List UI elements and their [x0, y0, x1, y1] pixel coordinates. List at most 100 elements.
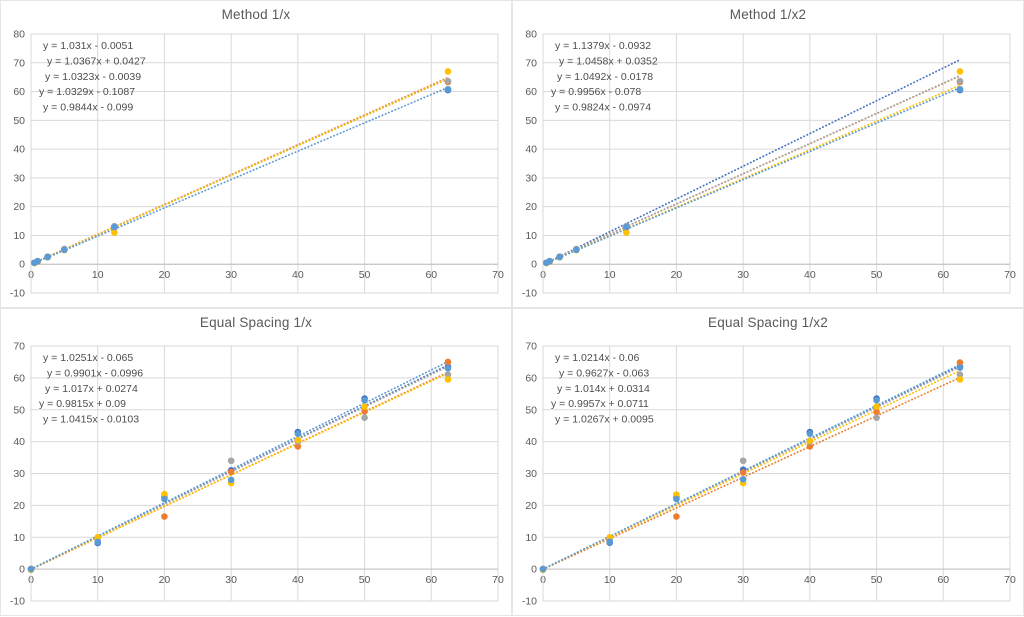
chart-title: Method 1/x — [221, 7, 291, 22]
trendline-equation: y = 1.0458x + 0.0352 — [559, 55, 658, 67]
data-point-light_blue — [27, 565, 35, 573]
x-axis-tick-label: 50 — [871, 269, 883, 281]
trendline-equation: y = 1.0415x - 0.0103 — [43, 414, 139, 426]
trendline-light_blue — [542, 363, 961, 570]
y-axis-tick-label: -10 — [10, 596, 25, 608]
data-point-orange — [873, 408, 880, 416]
data-point-light_blue — [606, 538, 614, 546]
data-point-light_blue — [739, 475, 747, 483]
chart-panel-method-1x2: -10 0 10 20 30 40 50 60 70 80 0 10 20 30 40 50 60 70 y = 1… — [512, 0, 1024, 308]
data-point-yellow — [444, 376, 452, 383]
x-axis-tick-label: 40 — [804, 574, 816, 586]
y-axis-tick-label: 30 — [525, 172, 537, 184]
x-axis-tick-label: 60 — [937, 574, 949, 586]
plot-area-border — [542, 33, 1011, 294]
y-axis-tick-label: -10 — [10, 288, 25, 300]
trendline-gray — [545, 74, 961, 264]
trendline-equation: y = 1.0267x + 0.0095 — [555, 414, 654, 426]
data-point-yellow — [956, 376, 964, 383]
x-axis-tick-label: 30 — [225, 574, 237, 586]
trendline-equation: y = 1.017x + 0.0274 — [45, 383, 138, 395]
data-point-light_blue — [573, 246, 580, 254]
plot-area-border — [30, 345, 499, 602]
trendline-equation: y = 0.9824x - 0.0974 — [555, 102, 651, 114]
data-point-orange — [294, 443, 302, 450]
data-point-gray — [739, 457, 747, 465]
data-point-gray — [956, 77, 964, 85]
y-axis-tick-label: 0 — [531, 564, 537, 576]
chart-title: Equal Spacing 1/x2 — [708, 315, 828, 330]
data-point-orange — [161, 513, 168, 520]
data-point-light_blue — [34, 258, 41, 265]
data-point-gray — [361, 414, 368, 422]
data-point-light_blue — [673, 495, 680, 503]
y-axis-tick-label: 20 — [525, 201, 537, 213]
y-axis-tick-label: -10 — [522, 596, 537, 608]
y-axis-tick-label: 30 — [525, 468, 537, 480]
data-point-light_blue — [956, 85, 964, 93]
y-axis-tick-label: 40 — [13, 144, 25, 156]
data-point-yellow — [161, 490, 168, 498]
trendline-equation: y = 1.0329x - 0.1087 — [39, 86, 135, 98]
y-axis-tick-label: 0 — [19, 259, 25, 271]
chart-panel-equal-spacing-1x: -10 0 10 20 30 40 50 60 70 0 10 20 30 40 50 60 70 y = 1.0… — [0, 308, 512, 616]
y-axis-tick-label: 10 — [13, 230, 25, 242]
data-point-light_blue — [44, 253, 51, 261]
trendline-light_blue — [30, 360, 449, 571]
chart-panel-equal-spacing-1x2: -10 0 10 20 30 40 50 60 70 0 10 20 30 40 50 60 70 y = 1.0… — [512, 308, 1024, 616]
y-axis-tick-label: 0 — [531, 259, 537, 271]
data-point-orange — [956, 359, 964, 366]
x-axis-tick-label: 60 — [425, 574, 437, 586]
data-point-yellow — [111, 229, 118, 236]
data-point-orange — [673, 513, 680, 520]
x-axis-tick-label: 20 — [159, 574, 171, 586]
x-axis-tick-label: 20 — [159, 269, 171, 281]
trendline-equation: y = 1.0367x + 0.0427 — [47, 55, 146, 67]
data-point-yellow — [623, 229, 630, 236]
trendline-equation: y = 0.9627x - 0.063 — [559, 367, 649, 379]
y-axis-tick-label: 70 — [525, 341, 537, 353]
x-axis-tick-label: 10 — [92, 574, 104, 586]
y-axis-tick-label: 0 — [19, 564, 25, 576]
y-axis-tick-label: 60 — [525, 372, 537, 384]
data-point-orange — [227, 468, 235, 476]
data-point-orange — [444, 358, 452, 366]
data-point-gray — [444, 371, 452, 378]
data-point-gray — [227, 457, 235, 465]
data-point-yellow — [361, 403, 368, 410]
x-axis-tick-label: 10 — [92, 269, 104, 281]
data-point-light_blue — [294, 430, 302, 437]
y-axis-tick-label: 60 — [13, 372, 25, 384]
x-axis-tick-label: 30 — [737, 574, 749, 586]
data-point-yellow — [94, 533, 102, 541]
data-point-light_blue — [161, 495, 168, 503]
data-point-gray — [444, 77, 452, 85]
y-axis-tick-label: 70 — [13, 57, 25, 69]
data-point-light_blue — [806, 430, 814, 437]
trendline-equation: y = 0.9844x - 0.099 — [43, 102, 133, 114]
x-axis-tick-label: 30 — [225, 269, 237, 281]
x-axis-tick-label: 40 — [292, 574, 304, 586]
y-axis-tick-label: 20 — [13, 201, 25, 213]
x-axis-tick-label: 50 — [871, 574, 883, 586]
trendline-yellow — [33, 77, 449, 264]
x-axis-tick-label: 50 — [359, 574, 371, 586]
x-axis-tick-label: 40 — [804, 269, 816, 281]
y-axis-tick-label: 80 — [525, 29, 537, 41]
x-axis-tick-label: 50 — [359, 269, 371, 281]
data-point-light_blue — [556, 253, 563, 261]
x-axis-tick-label: 20 — [671, 574, 683, 586]
data-point-light_blue — [361, 396, 368, 404]
y-axis-tick-label: -10 — [522, 288, 537, 300]
data-point-yellow — [956, 68, 964, 75]
trendline-equation: y = 0.9956x - 0.078 — [551, 86, 641, 98]
data-point-orange — [739, 469, 747, 476]
plot-area-border — [30, 33, 499, 294]
y-axis-tick-label: 50 — [13, 115, 25, 127]
x-axis-tick-label: 60 — [425, 269, 437, 281]
trendline-light_blue — [33, 86, 449, 264]
trendline-blue — [545, 58, 961, 264]
data-point-light_blue — [94, 538, 102, 546]
data-point-yellow — [294, 436, 302, 444]
